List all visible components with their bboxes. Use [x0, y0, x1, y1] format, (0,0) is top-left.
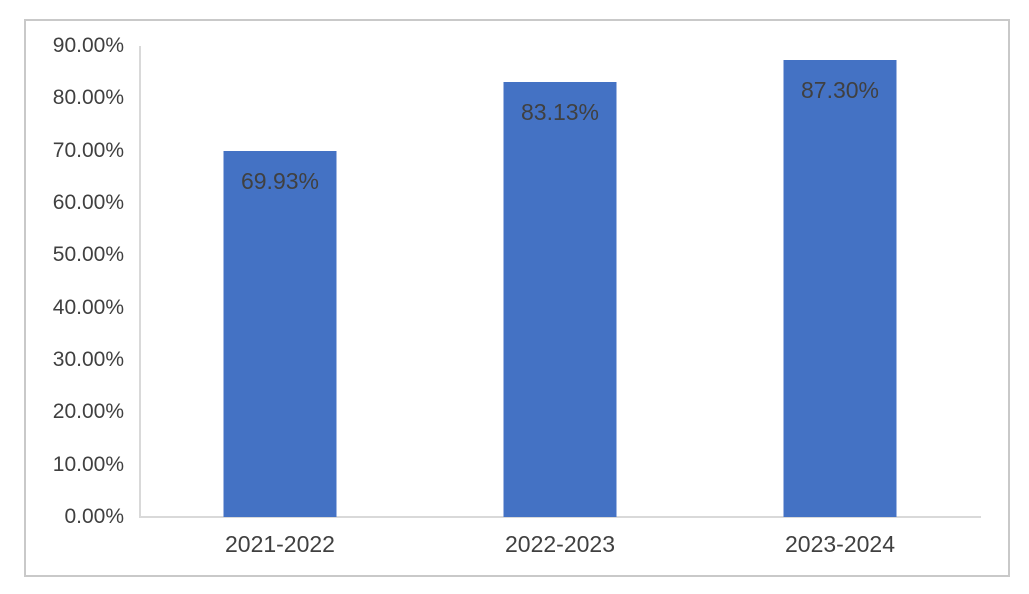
x-axis-line	[139, 516, 981, 518]
plot-area: 69.93% 83.13% 87.30%	[139, 46, 981, 518]
bar-data-label: 83.13%	[520, 98, 599, 125]
x-axis-category-labels: 2021-2022 2022-2023 2023-2024	[140, 532, 980, 562]
y-axis-tick-label: 80.00%	[52, 86, 124, 110]
y-axis-tick-label: 20.00%	[52, 400, 124, 424]
bar-2021-2022: 69.93%	[223, 151, 337, 517]
y-axis-tick-label: 60.00%	[52, 190, 124, 214]
y-axis-line	[139, 46, 141, 517]
y-axis-tick-label: 30.00%	[52, 347, 124, 371]
x-axis-category-label: 2022-2023	[505, 531, 615, 557]
bar-2022-2023: 83.13%	[503, 81, 617, 517]
bar-data-label: 69.93%	[240, 168, 319, 195]
y-axis-tick-label: 70.00%	[52, 138, 124, 162]
x-axis-category-label: 2021-2022	[224, 531, 335, 557]
x-axis-category-label: 2023-2024	[785, 531, 895, 557]
y-axis-tick-label: 50.00%	[52, 243, 124, 267]
y-axis-tick-label: 90.00%	[52, 34, 124, 57]
bar-data-label: 87.30%	[800, 77, 879, 104]
y-axis-tick-label: 0.00%	[64, 505, 124, 528]
y-axis-tick-label: 10.00%	[52, 452, 124, 476]
bar-2023-2024: 87.30%	[783, 60, 897, 517]
y-axis-tick-labels: 90.00% 80.00% 70.00% 60.00% 50.00% 40.00% 30.0…	[0, 34, 124, 528]
y-axis-tick-label: 40.00%	[52, 295, 124, 319]
